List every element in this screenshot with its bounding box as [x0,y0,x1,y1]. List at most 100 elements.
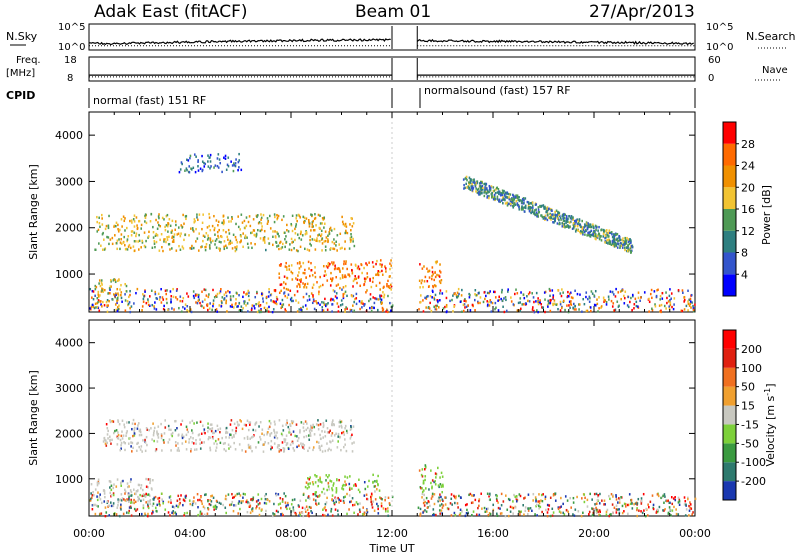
data-point [523,513,525,516]
data-point [190,447,192,451]
data-point [689,300,692,303]
data-point [218,501,221,505]
data-point [231,241,233,244]
data-point [306,487,309,490]
data-point [95,306,97,309]
data-point [560,511,562,514]
data-point [587,231,589,235]
data-point [350,235,353,239]
data-point [365,262,367,265]
data-point [249,421,252,424]
data-point [287,293,290,296]
data-point [169,290,172,293]
data-point [390,285,393,289]
data-point [441,498,444,501]
data-point [137,495,139,499]
data-point [240,213,243,216]
data-point [557,288,559,292]
data-point [200,245,202,249]
data-point [337,432,340,436]
data-point [342,496,345,499]
data-point [422,511,424,514]
data-point [441,484,443,487]
data-point [613,237,616,241]
data-point [383,293,386,297]
data-point [246,499,248,502]
data-point [132,501,134,505]
data-point [280,432,283,436]
data-point [379,297,382,301]
data-point [213,508,215,511]
data-point [182,435,185,438]
data-point [562,217,565,221]
data-point [611,240,614,243]
data-point [373,306,375,310]
y-tick-label: 2000 [55,427,83,440]
data-point [573,224,576,227]
data-point [319,275,321,279]
data-point [606,232,609,235]
data-point [95,504,98,507]
data-point [427,306,430,309]
data-point [623,246,626,250]
data-point [137,499,139,502]
data-point [630,498,633,502]
data-point [179,295,182,298]
data-point [327,513,329,516]
data-point [294,232,297,235]
data-point [225,244,227,247]
data-point [169,514,171,517]
data-point [209,239,212,242]
data-point [271,300,274,303]
data-point [298,283,301,286]
data-point [178,244,180,248]
data-point [376,480,378,483]
data-point [593,231,595,234]
data-point [146,493,149,497]
data-point [206,238,209,241]
data-point [569,306,571,309]
data-point [147,478,150,481]
data-point [139,448,142,451]
data-point [329,228,331,231]
data-point [209,153,212,157]
data-point [213,296,216,299]
data-point [296,278,299,281]
data-point [121,480,123,483]
data-point [231,164,234,167]
data-point [422,299,424,302]
data-point [338,243,340,246]
data-point [297,213,300,217]
data-point [422,489,425,492]
data-point [280,506,282,510]
data-point [519,309,522,313]
data-point [268,305,270,309]
data-point [595,502,598,506]
colorbar-swatch [723,122,736,144]
data-point [537,206,540,209]
data-point [248,215,251,218]
data-point [573,302,575,306]
data-point [315,503,318,507]
data-point [120,291,123,294]
date-title: 27/Apr/2013 [589,2,695,22]
data-point [224,497,227,501]
data-point [167,441,170,444]
colorbar-tick-label: -200 [741,475,766,488]
data-point [127,511,130,515]
freq-unit: [MHz] [6,68,35,79]
data-point [268,290,270,294]
data-point [273,213,276,216]
data-point [496,494,498,498]
data-point [102,440,105,443]
data-point [615,233,618,236]
data-point [260,218,262,221]
data-point [478,193,480,196]
data-point [419,300,422,304]
data-point [351,497,354,500]
data-point [130,494,132,497]
data-point [610,299,613,303]
data-point [274,434,276,437]
data-point [531,509,533,513]
